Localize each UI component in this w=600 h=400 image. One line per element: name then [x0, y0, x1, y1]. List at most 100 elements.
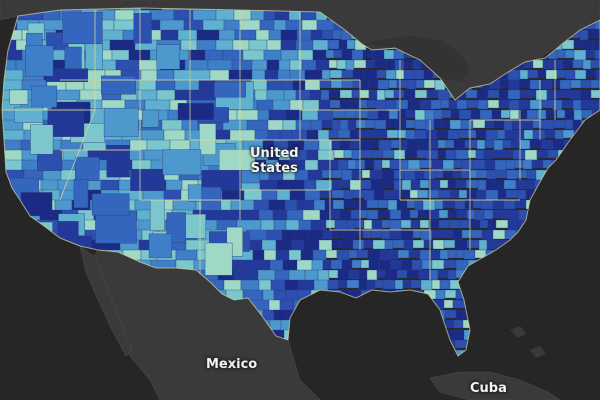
- county-cell[interactable]: [394, 279, 404, 290]
- county-cell[interactable]: [364, 159, 375, 169]
- county-cell[interactable]: [364, 339, 375, 349]
- county-cell[interactable]: [564, 109, 575, 121]
- county-cell[interactable]: [421, 349, 431, 360]
- county-cell[interactable]: [477, 99, 489, 110]
- county-cell[interactable]: [302, 209, 321, 222]
- county-cell[interactable]: [385, 119, 397, 129]
- county-cell[interactable]: [434, 199, 444, 210]
- county-cell[interactable]: [406, 79, 417, 90]
- county-cell[interactable]: [341, 79, 354, 89]
- county-cell[interactable]: [370, 229, 383, 239]
- county-cell[interactable]: [592, 39, 600, 50]
- county-cell[interactable]: [433, 109, 443, 120]
- county-cell[interactable]: [375, 99, 387, 110]
- county-cell[interactable]: [347, 119, 357, 131]
- county-cell[interactable]: [349, 349, 360, 359]
- county-cell[interactable]: [385, 59, 396, 70]
- county-cell[interactable]: [20, 279, 43, 298]
- county-cell[interactable]: [388, 79, 398, 89]
- county-cell[interactable]: [329, 159, 339, 170]
- county-cell[interactable]: [343, 189, 353, 200]
- county-cell[interactable]: [156, 44, 180, 70]
- county-cell[interactable]: [427, 339, 438, 349]
- county-cell[interactable]: [518, 99, 531, 110]
- county-cell[interactable]: [560, 279, 573, 289]
- county-cell[interactable]: [516, 169, 528, 179]
- county-cell[interactable]: [0, 349, 20, 369]
- county-cell[interactable]: [552, 139, 565, 150]
- county-cell[interactable]: [534, 269, 548, 279]
- county-cell[interactable]: [409, 209, 419, 219]
- county-cell[interactable]: [444, 309, 457, 319]
- county-cell[interactable]: [423, 79, 436, 89]
- county-cell[interactable]: [537, 199, 548, 210]
- county-cell[interactable]: [431, 229, 442, 239]
- county-cell[interactable]: [591, 139, 600, 150]
- county-cell[interactable]: [562, 239, 576, 250]
- county-cell[interactable]: [399, 159, 409, 170]
- county-cell[interactable]: [464, 199, 474, 210]
- county-cell[interactable]: [470, 109, 481, 120]
- county-cell[interactable]: [532, 59, 544, 69]
- county-cell[interactable]: [516, 269, 528, 281]
- county-cell[interactable]: [306, 299, 319, 313]
- county-cell[interactable]: [540, 79, 553, 90]
- county-cell[interactable]: [439, 279, 451, 290]
- county-cell[interactable]: [406, 199, 416, 209]
- county-cell[interactable]: [519, 339, 532, 350]
- county-cell[interactable]: [547, 249, 557, 259]
- county-cell[interactable]: [353, 59, 367, 69]
- county-cell[interactable]: [573, 49, 587, 61]
- county-cell[interactable]: [569, 159, 579, 170]
- county-cell[interactable]: [351, 149, 361, 160]
- county-cell[interactable]: [339, 119, 349, 131]
- county-cell[interactable]: [75, 156, 100, 182]
- county-cell[interactable]: [473, 319, 485, 329]
- county-cell[interactable]: [476, 139, 486, 150]
- county-cell[interactable]: [346, 279, 360, 289]
- county-cell[interactable]: [34, 239, 56, 260]
- county-cell[interactable]: [539, 339, 550, 349]
- county-cell[interactable]: [551, 159, 561, 171]
- county-cell[interactable]: [573, 109, 583, 121]
- county-cell[interactable]: [543, 179, 556, 190]
- county-cell[interactable]: [592, 209, 600, 220]
- county-cell[interactable]: [487, 89, 500, 99]
- county-cell[interactable]: [507, 349, 520, 359]
- county-cell[interactable]: [321, 29, 334, 40]
- county-cell[interactable]: [284, 279, 299, 292]
- county-cell[interactable]: [564, 49, 575, 59]
- county-cell[interactable]: [406, 269, 420, 279]
- county-cell[interactable]: [363, 189, 375, 201]
- county-cell[interactable]: [492, 229, 506, 240]
- county-cell[interactable]: [537, 69, 547, 79]
- county-cell[interactable]: [400, 349, 413, 358]
- county-cell[interactable]: [593, 249, 600, 261]
- county-cell[interactable]: [546, 349, 556, 359]
- county-cell[interactable]: [416, 149, 427, 159]
- county-cell[interactable]: [404, 149, 418, 159]
- county-cell[interactable]: [0, 209, 20, 231]
- county-cell[interactable]: [390, 259, 402, 270]
- county-cell[interactable]: [488, 259, 498, 270]
- county-cell[interactable]: [366, 99, 377, 109]
- county-cell[interactable]: [374, 59, 387, 69]
- county-cell[interactable]: [419, 249, 432, 261]
- county-cell[interactable]: [294, 339, 311, 353]
- county-cell[interactable]: [555, 259, 569, 270]
- county-cell[interactable]: [529, 79, 542, 90]
- county-cell[interactable]: [546, 199, 560, 209]
- county-cell[interactable]: [472, 199, 482, 209]
- county-cell[interactable]: [558, 199, 568, 210]
- county-cell[interactable]: [358, 279, 368, 290]
- county-cell[interactable]: [374, 129, 388, 139]
- county-cell[interactable]: [18, 289, 44, 309]
- county-cell[interactable]: [358, 349, 370, 360]
- county-cell[interactable]: [550, 319, 561, 329]
- county-cell[interactable]: [407, 99, 421, 110]
- county-cell[interactable]: [403, 329, 414, 341]
- county-cell[interactable]: [577, 199, 591, 209]
- county-cell[interactable]: [546, 89, 559, 100]
- county-cell[interactable]: [417, 209, 431, 219]
